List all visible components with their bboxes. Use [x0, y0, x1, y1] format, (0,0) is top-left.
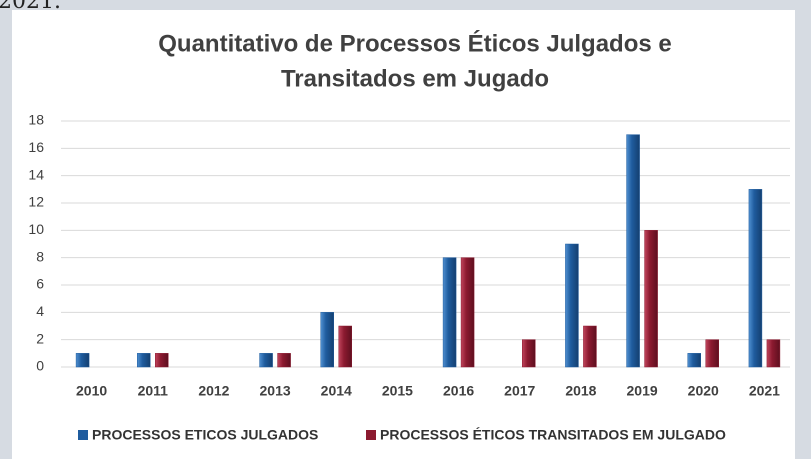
x-tick-label: 2020 [688, 383, 719, 399]
y-tick-label: 2 [36, 330, 44, 346]
chart-title: Transitados em Jugado [281, 65, 549, 92]
x-tick-label: 2019 [627, 383, 658, 399]
legend-swatch [366, 430, 376, 440]
y-tick-label: 4 [36, 303, 44, 319]
y-tick-label: 18 [28, 112, 44, 128]
bar [75, 353, 90, 368]
bar [259, 353, 273, 368]
legend-label: PROCESSOS ÉTICOS TRANSITADOS EM JULGADO [380, 427, 726, 443]
bar [137, 353, 151, 368]
y-tick-label: 10 [28, 221, 44, 237]
bar [338, 325, 352, 368]
x-tick-label: 2013 [260, 383, 291, 399]
legend-label: PROCESSOS ETICOS JULGADOS [92, 427, 318, 443]
x-tick-label: 2011 [138, 383, 169, 399]
x-tick-label: 2021 [749, 383, 780, 399]
bar [644, 230, 658, 368]
legend-swatch [78, 430, 88, 440]
x-tick-label: 2010 [76, 383, 107, 399]
bar [320, 312, 334, 368]
bar [522, 339, 536, 368]
bar [626, 134, 640, 368]
x-tick-label: 2016 [443, 383, 474, 399]
bar [277, 353, 291, 368]
chart-title: Quantitativo de Processos Éticos Julgado… [158, 29, 671, 57]
y-tick-label: 16 [28, 139, 44, 155]
x-tick-label: 2015 [382, 383, 413, 399]
bar [460, 257, 475, 368]
bar [565, 243, 579, 368]
chart-panel [12, 10, 795, 459]
bar [748, 189, 763, 368]
bar [155, 353, 169, 368]
y-tick-label: 6 [36, 276, 44, 292]
x-tick-label: 2012 [198, 383, 229, 399]
bar [705, 339, 719, 368]
x-tick-label: 2018 [565, 383, 596, 399]
y-tick-label: 0 [36, 358, 44, 374]
y-tick-label: 8 [36, 248, 44, 264]
x-tick-label: 2014 [321, 383, 352, 399]
bar [687, 353, 701, 368]
bar [442, 257, 457, 368]
y-tick-label: 12 [28, 194, 44, 210]
bar [583, 325, 597, 368]
x-tick-label: 2017 [504, 383, 535, 399]
bar [766, 339, 781, 368]
y-tick-label: 14 [28, 166, 44, 182]
